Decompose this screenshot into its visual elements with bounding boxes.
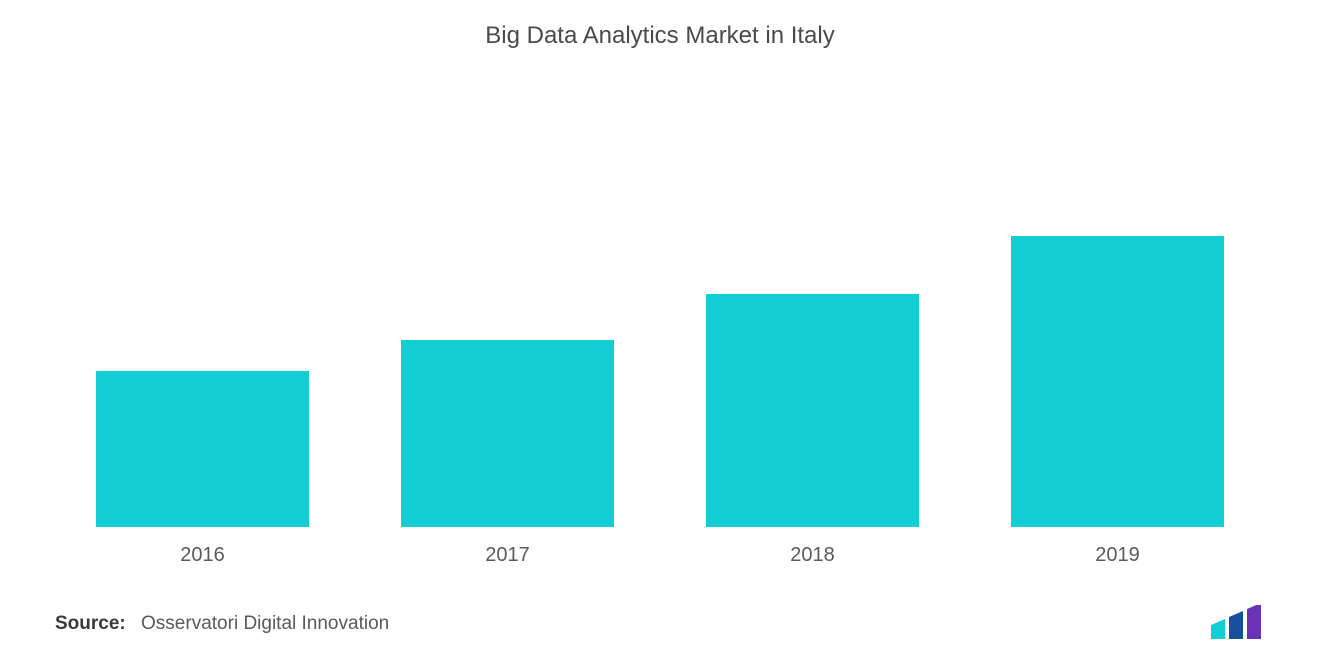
x-label: 2016 [50, 544, 355, 567]
chart-plot-area: 2016 2017 2018 2019 [0, 60, 1320, 587]
bar-group [50, 60, 355, 527]
bar-2018 [706, 294, 920, 528]
bar-2019 [1011, 236, 1225, 527]
source-text: Osservatori Digital Innovation [141, 613, 389, 634]
brand-logo-icon [1207, 605, 1265, 643]
chart-footer: Source: Osservatori Digital Innovation [0, 587, 1320, 665]
chart-title: Big Data Analytics Market in Italy [0, 0, 1320, 60]
logo-bar-1 [1211, 619, 1225, 639]
source-line: Source: Osservatori Digital Innovation [55, 613, 389, 635]
bar-group [660, 60, 965, 527]
x-label: 2019 [965, 544, 1270, 567]
bar-2016 [96, 371, 310, 527]
x-label: 2017 [355, 544, 660, 567]
bar-2017 [401, 340, 615, 527]
x-label: 2018 [660, 544, 965, 567]
bar-group [965, 60, 1270, 527]
bar-group [355, 60, 660, 527]
x-axis-labels: 2016 2017 2018 2019 [50, 544, 1270, 567]
source-label: Source: [55, 613, 126, 634]
logo-bar-3 [1247, 605, 1261, 639]
logo-bar-2 [1229, 611, 1243, 639]
bars-area [50, 60, 1270, 527]
chart-container: Big Data Analytics Market in Italy 2016 … [0, 0, 1320, 665]
